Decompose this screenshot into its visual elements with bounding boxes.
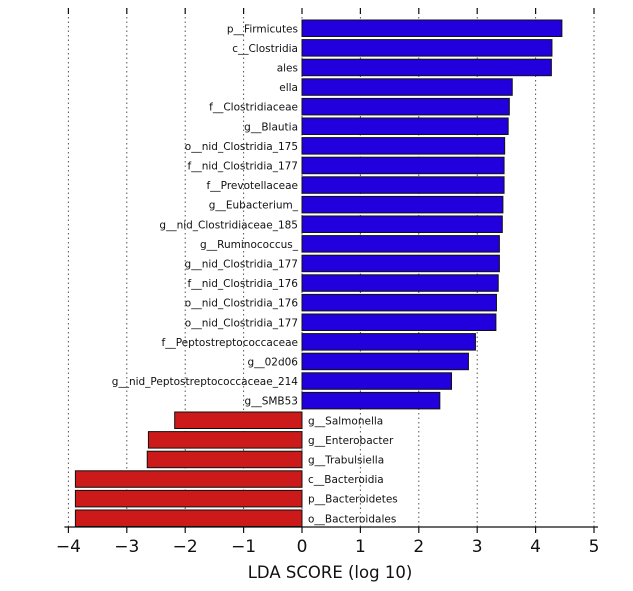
x-tick-label: −4 [56, 537, 81, 557]
x-tick-label: −1 [231, 537, 256, 557]
x-axis-label: LDA SCORE (log 10) [248, 563, 413, 582]
bar [301, 333, 476, 351]
x-tick-label: −2 [173, 537, 198, 557]
bar-label: ella [279, 82, 298, 94]
bar [301, 391, 441, 410]
x-tick-label: 2 [413, 537, 424, 557]
bar [301, 78, 513, 96]
bar [301, 274, 499, 292]
bar-label: ales [277, 62, 298, 74]
bar [74, 509, 303, 527]
bar [301, 215, 503, 233]
bar [301, 39, 553, 57]
bar-label: g__Enterobacter [308, 435, 394, 447]
bar [301, 58, 552, 77]
bar-label: g__Blautia [244, 121, 298, 133]
bar-label: p__Firmicutes [227, 23, 298, 35]
bar-label: p__Bacteroidetes [308, 494, 398, 506]
bar-label: f__Peptostreptococcaceae [162, 337, 298, 349]
bar-label: f__nid_Clostridia_176 [188, 278, 299, 290]
bar [301, 156, 505, 175]
bar-label: f__Prevotellaceae [206, 180, 298, 192]
bar [301, 254, 500, 273]
bar [301, 372, 453, 390]
bar-label: o__nid_Clostridia_175 [185, 141, 298, 153]
bar-label: g__nid_Peptostreptococcaceae_214 [112, 376, 299, 388]
bar-label: g__02d06 [247, 356, 298, 368]
bar-label: f__Clostridiaceae [209, 102, 298, 114]
bar [301, 117, 509, 135]
x-tick-label: 1 [355, 537, 366, 557]
bar [301, 97, 510, 116]
bar [147, 431, 303, 449]
bar [174, 411, 303, 429]
bar-label: g__SMB53 [245, 396, 298, 408]
bar [301, 137, 506, 155]
bar-label: g__Ruminococcus_ [200, 239, 299, 251]
bar-label: c__Clostridia [232, 43, 298, 55]
bar [301, 293, 497, 312]
bar-label: c__Bacteroidia [308, 474, 384, 486]
bar [301, 19, 563, 37]
bar [146, 450, 303, 469]
bar-label: f__nid_Clostridia_177 [188, 160, 299, 172]
bar [301, 235, 500, 253]
x-tick-label: 4 [530, 537, 541, 557]
bar-label: g__Salmonella [308, 415, 383, 427]
bar [301, 313, 497, 331]
bar-label: g__nid_Clostridia_177 [185, 258, 298, 270]
bar [301, 352, 469, 371]
bar-label: g__nid_Clostridiaceae_185 [159, 219, 298, 231]
x-axis: −4 −3 −2 −1 0 1 2 3 4 5 [56, 8, 600, 557]
bar-label: g__Trabulsiella [308, 454, 384, 466]
bar-label: g__Eubacterium_ [209, 200, 299, 212]
bar [301, 176, 505, 194]
x-tick-label: 5 [589, 537, 600, 557]
bar-label: o__nid_Clostridia_177 [185, 317, 298, 329]
bar-label: o__Bacteroidales [308, 513, 396, 525]
x-tick-label: −3 [114, 537, 139, 557]
bar [74, 470, 303, 488]
x-tick-label: 3 [472, 537, 483, 557]
bar [74, 489, 303, 508]
bar [301, 195, 504, 214]
bars [74, 19, 563, 527]
x-tick-label: 0 [297, 537, 308, 557]
bar-label: o__nid_Clostridia_176 [185, 298, 299, 310]
